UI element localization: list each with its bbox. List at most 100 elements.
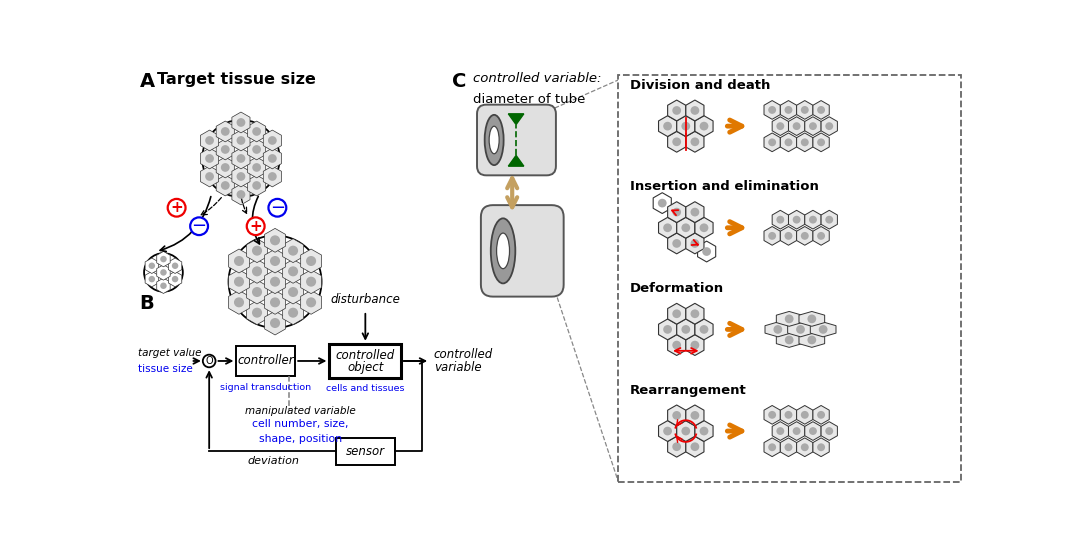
Polygon shape	[232, 148, 250, 169]
Circle shape	[796, 325, 805, 334]
Text: −: −	[270, 199, 285, 217]
Polygon shape	[780, 405, 796, 424]
Circle shape	[817, 443, 825, 451]
Circle shape	[801, 443, 808, 451]
Polygon shape	[789, 211, 805, 229]
Polygon shape	[813, 133, 830, 152]
Circle shape	[785, 106, 792, 114]
Polygon shape	[300, 270, 322, 294]
Polygon shape	[508, 155, 524, 166]
Circle shape	[785, 411, 792, 419]
Ellipse shape	[485, 115, 504, 165]
Circle shape	[700, 122, 709, 130]
Polygon shape	[157, 251, 170, 267]
Polygon shape	[265, 249, 285, 273]
Circle shape	[801, 232, 808, 240]
Circle shape	[237, 172, 245, 181]
Polygon shape	[247, 280, 267, 304]
Circle shape	[690, 442, 699, 451]
Circle shape	[690, 309, 699, 318]
Circle shape	[288, 307, 298, 317]
Circle shape	[690, 138, 699, 146]
Polygon shape	[780, 101, 796, 119]
Circle shape	[776, 427, 785, 435]
Circle shape	[792, 427, 801, 435]
Text: Insertion and elimination: Insertion and elimination	[630, 180, 819, 193]
Circle shape	[221, 127, 229, 136]
Circle shape	[167, 199, 185, 217]
Polygon shape	[813, 227, 830, 245]
Circle shape	[792, 216, 801, 223]
Circle shape	[252, 287, 262, 297]
Text: Deformation: Deformation	[630, 282, 724, 295]
Text: manipulated variable: manipulated variable	[245, 405, 356, 416]
Polygon shape	[658, 421, 676, 442]
Circle shape	[270, 235, 280, 245]
Circle shape	[234, 277, 244, 287]
Circle shape	[801, 138, 808, 146]
Polygon shape	[686, 233, 704, 254]
Circle shape	[769, 232, 776, 240]
Polygon shape	[799, 333, 824, 348]
Circle shape	[306, 297, 316, 307]
Polygon shape	[686, 405, 704, 426]
Polygon shape	[300, 249, 322, 273]
Text: deviation: deviation	[248, 456, 299, 466]
Polygon shape	[658, 319, 676, 340]
Polygon shape	[668, 100, 686, 121]
Polygon shape	[686, 131, 704, 152]
Circle shape	[221, 181, 229, 190]
Circle shape	[809, 427, 817, 435]
Circle shape	[144, 253, 183, 292]
Polygon shape	[686, 436, 704, 457]
Circle shape	[252, 145, 262, 154]
Polygon shape	[658, 217, 676, 238]
Polygon shape	[300, 290, 322, 314]
Polygon shape	[232, 130, 250, 151]
Circle shape	[690, 341, 699, 349]
Circle shape	[203, 120, 280, 197]
Ellipse shape	[496, 233, 509, 268]
Polygon shape	[776, 311, 802, 326]
Circle shape	[172, 262, 178, 269]
Circle shape	[203, 355, 215, 367]
Text: Target tissue size: Target tissue size	[158, 72, 316, 87]
Circle shape	[237, 136, 245, 145]
Polygon shape	[676, 116, 695, 136]
Polygon shape	[658, 116, 676, 136]
Circle shape	[672, 208, 681, 217]
Circle shape	[785, 315, 793, 323]
FancyBboxPatch shape	[619, 75, 961, 482]
Text: controller: controller	[237, 354, 294, 368]
Circle shape	[149, 262, 155, 269]
Circle shape	[682, 122, 690, 130]
FancyBboxPatch shape	[336, 438, 396, 465]
Circle shape	[809, 216, 817, 223]
Polygon shape	[265, 311, 285, 335]
Polygon shape	[228, 270, 250, 294]
Polygon shape	[695, 421, 713, 442]
Polygon shape	[698, 241, 716, 262]
Circle shape	[700, 223, 709, 232]
Circle shape	[700, 427, 709, 436]
Circle shape	[807, 315, 816, 323]
Circle shape	[807, 335, 816, 344]
Circle shape	[672, 411, 681, 420]
Polygon shape	[217, 175, 235, 196]
Circle shape	[785, 232, 792, 240]
Circle shape	[252, 246, 262, 256]
Circle shape	[672, 138, 681, 146]
Polygon shape	[668, 131, 686, 152]
Circle shape	[690, 106, 699, 115]
Circle shape	[672, 239, 681, 248]
Text: diameter of tube: diameter of tube	[474, 93, 585, 106]
Circle shape	[270, 318, 280, 328]
Polygon shape	[810, 322, 836, 337]
Polygon shape	[764, 101, 780, 119]
Polygon shape	[200, 130, 219, 151]
Circle shape	[769, 411, 776, 419]
Polygon shape	[821, 422, 837, 441]
Polygon shape	[780, 133, 796, 152]
Polygon shape	[796, 438, 813, 457]
Circle shape	[785, 443, 792, 451]
